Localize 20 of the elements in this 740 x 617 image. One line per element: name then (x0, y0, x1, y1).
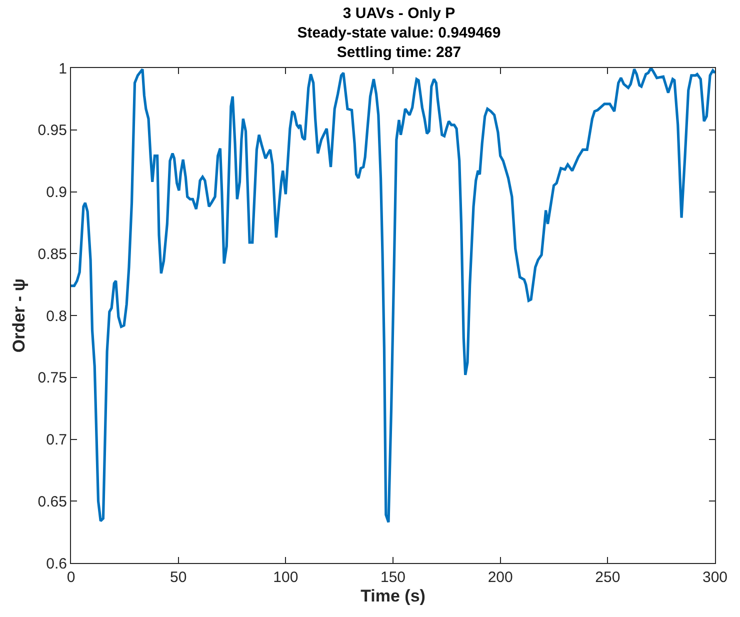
chart-title: 3 UAVs - Only P Steady-state value: 0.949469 Settling time: 287 (297, 5, 501, 61)
x-tick-label: 250 (595, 569, 620, 586)
y-tick-label: 0.7 (46, 432, 67, 448)
y-tick-label: 0.9 (46, 184, 67, 201)
x-tick-label: 300 (702, 569, 728, 586)
y-tick-label: 0.75 (38, 370, 67, 387)
x-tick-label: 150 (380, 569, 406, 586)
x-tick-label: 50 (170, 569, 187, 586)
y-tick-label: 0.85 (38, 246, 67, 263)
y-axis-title: Order - ψ (9, 278, 28, 353)
x-tick-label: 100 (273, 569, 298, 586)
line-series (71, 68, 715, 524)
y-tick-label: 0.6 (46, 555, 67, 572)
y-tick-label: 1 (58, 60, 67, 78)
x-tick-label: 200 (488, 569, 513, 586)
x-axis-title: Time (s) (360, 586, 426, 606)
y-tick-label: 0.8 (46, 308, 67, 325)
y-tick-label: 0.95 (38, 122, 67, 140)
y-tick-label: 0.65 (38, 493, 67, 510)
x-tick-label: 0 (66, 569, 76, 586)
